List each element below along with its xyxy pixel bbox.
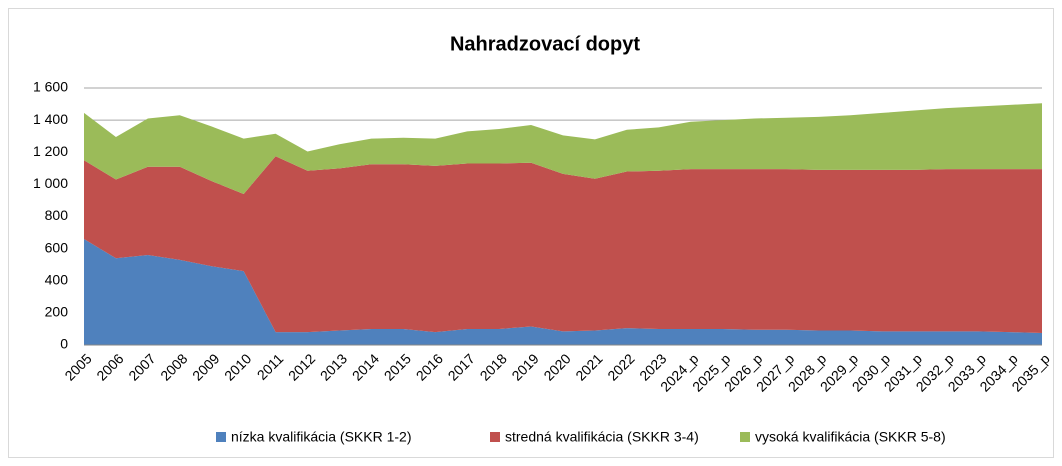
y-tick-label: 1 600 bbox=[33, 79, 68, 95]
y-tick-label: 600 bbox=[45, 239, 69, 255]
y-tick-label: 1 000 bbox=[33, 175, 68, 191]
area bbox=[84, 156, 1042, 333]
y-tick-label: 1 400 bbox=[33, 111, 68, 127]
chart-title: Nahradzovací dopyt bbox=[450, 33, 640, 55]
legend-swatch bbox=[490, 432, 500, 442]
y-tick-label: 800 bbox=[45, 207, 69, 223]
y-tick-label: 400 bbox=[45, 271, 69, 287]
legend-swatch bbox=[216, 432, 226, 442]
y-tick-label: 0 bbox=[60, 336, 68, 352]
legend-label: vysoká kvalifikácia (SKKR 5-8) bbox=[755, 429, 946, 445]
y-tick-label: 1 200 bbox=[33, 143, 68, 159]
area bbox=[84, 103, 1042, 195]
y-tick-label: 200 bbox=[45, 304, 69, 320]
legend-swatch bbox=[740, 432, 750, 442]
area bbox=[84, 238, 1042, 345]
legend-label: stredná kvalifikácia (SKKR 3-4) bbox=[505, 429, 699, 445]
legend-label: nízka kvalifikácia (SKKR 1-2) bbox=[231, 429, 412, 445]
